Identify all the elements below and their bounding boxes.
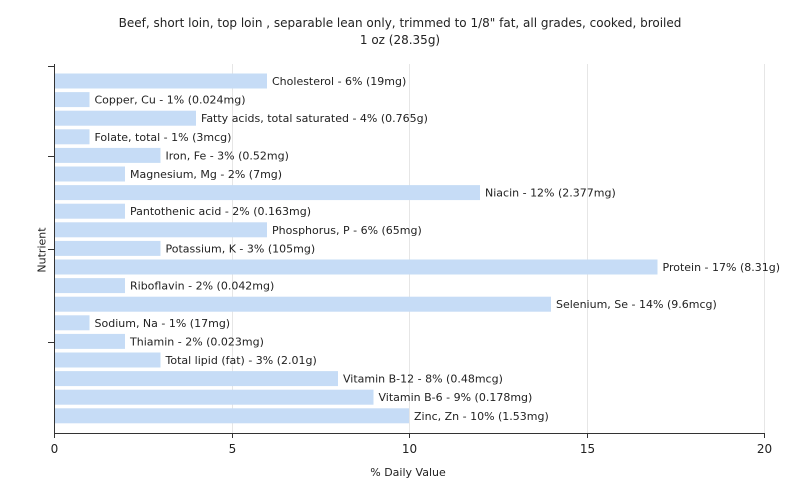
bars (55, 73, 658, 424)
bar-label: Thiamin - 2% (0.023mg) (129, 335, 264, 348)
bar (55, 333, 125, 349)
y-axis-title: Nutrient (35, 227, 49, 273)
bar (55, 129, 90, 145)
bar (55, 278, 125, 294)
x-tick-label: 5 (229, 442, 237, 456)
bar (55, 222, 267, 238)
bar-label: Potassium, K - 3% (105mg) (166, 242, 316, 255)
bar-label: Fatty acids, total saturated - 4% (0.765… (201, 112, 428, 125)
bar (55, 73, 267, 89)
bar (55, 185, 480, 201)
x-axis-title: % Daily Value (370, 466, 446, 479)
bar (55, 315, 90, 331)
bar-label: Riboflavin - 2% (0.042mg) (130, 280, 274, 293)
bar-label: Vitamin B-6 - 9% (0.178mg) (379, 391, 533, 404)
bar-label: Pantothenic acid - 2% (0.163mg) (130, 205, 311, 218)
bar-label: Selenium, Se - 14% (9.6mcg) (556, 298, 717, 311)
bar (55, 296, 551, 312)
bar-label: Vitamin B-12 - 8% (0.48mcg) (343, 373, 503, 386)
bar (55, 240, 161, 256)
bar-labels: Cholesterol - 6% (19mg) Copper, Cu - 1% (… (95, 75, 781, 423)
x-tick-label: 20 (757, 442, 772, 456)
bar (55, 389, 374, 405)
bar (55, 92, 90, 108)
bar (55, 147, 161, 163)
bar (55, 203, 125, 219)
axes: 0 5 10 15 20 (48, 64, 772, 456)
bar-label: Iron, Fe - 3% (0.52mg) (166, 149, 289, 162)
chart-subtitle: 1 oz (28.35g) (359, 33, 441, 47)
bar-label: Niacin - 12% (2.377mg) (485, 187, 616, 200)
bar-label: Sodium, Na - 1% (17mg) (95, 317, 231, 330)
bar (55, 166, 125, 182)
x-tick-label: 0 (51, 442, 59, 456)
bar-label: Folate, total - 1% (3mcg) (95, 131, 232, 144)
bar (55, 408, 409, 424)
bar (55, 259, 658, 275)
bar-label: Zinc, Zn - 10% (1.53mg) (414, 410, 549, 423)
bar-label: Copper, Cu - 1% (0.024mg) (95, 94, 246, 107)
bar (55, 352, 161, 368)
bar-label: Total lipid (fat) - 3% (2.01g) (165, 354, 317, 367)
bar-label: Magnesium, Mg - 2% (7mg) (130, 168, 282, 181)
bar-label: Cholesterol - 6% (19mg) (272, 75, 406, 88)
x-tick-label: 15 (580, 442, 595, 456)
x-tick-label: 10 (402, 442, 417, 456)
bar-label: Protein - 17% (8.31g) (663, 261, 781, 274)
bar (55, 371, 338, 387)
chart-title: Beef, short loin, top loin , separable l… (118, 16, 682, 30)
bar (55, 110, 196, 126)
bar-label: Phosphorus, P - 6% (65mg) (272, 224, 422, 237)
